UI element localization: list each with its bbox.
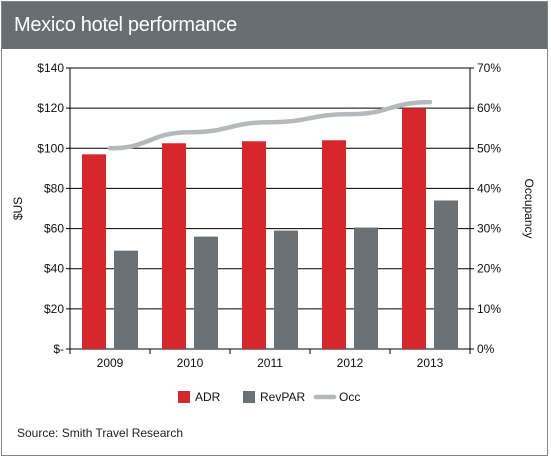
y2-tick-label: 40% bbox=[477, 181, 501, 195]
y2-tick-label: 10% bbox=[477, 302, 501, 316]
bar-adr-2013 bbox=[402, 108, 426, 350]
x-tick-label: 2013 bbox=[417, 356, 444, 370]
bar-revpar-2010 bbox=[194, 236, 218, 349]
source-note: Source: Smith Travel Research bbox=[17, 426, 184, 440]
chart-title: Mexico hotel performance bbox=[14, 14, 237, 36]
y-tick-label: $140 bbox=[37, 61, 64, 75]
x-tick-label: 2010 bbox=[177, 356, 204, 370]
y2-tick-label: 20% bbox=[477, 262, 501, 276]
y2-tick-label: 0% bbox=[477, 342, 495, 356]
y2-tick-label: 30% bbox=[477, 222, 501, 236]
bar-revpar-2013 bbox=[434, 200, 458, 349]
y2-tick-label: 50% bbox=[477, 141, 501, 155]
title-bar: Mexico hotel performance bbox=[2, 2, 547, 49]
bar-adr-2012 bbox=[322, 140, 346, 349]
legend-label-adr: ADR bbox=[195, 390, 221, 404]
x-tick-label: 2009 bbox=[97, 356, 124, 370]
y2-tick-label: 70% bbox=[477, 61, 501, 75]
y-tick-label: $120 bbox=[37, 101, 64, 115]
bar-adr-2010 bbox=[162, 143, 186, 349]
bar-revpar-2011 bbox=[274, 230, 298, 349]
y-axis-title: $US bbox=[11, 197, 25, 220]
y2-tick-label: 60% bbox=[477, 101, 501, 115]
bar-revpar-2012 bbox=[354, 227, 378, 349]
x-tick-label: 2011 bbox=[257, 356, 283, 370]
y-tick-label: $- bbox=[53, 342, 64, 356]
bar-revpar-2009 bbox=[114, 250, 138, 349]
bar-adr-2011 bbox=[242, 141, 266, 349]
y2-axis-title: Occupancy bbox=[522, 178, 536, 238]
y-tick-label: $20 bbox=[44, 302, 64, 316]
legend-label-occ: Occ bbox=[339, 390, 360, 404]
series-line-occ bbox=[107, 99, 433, 151]
legend-label-revpar: RevPAR bbox=[260, 390, 305, 404]
y-tick-label: $60 bbox=[44, 222, 64, 236]
legend-swatch-revpar bbox=[243, 391, 255, 403]
x-tick-label: 2012 bbox=[337, 356, 364, 370]
bar-adr-2009 bbox=[82, 154, 106, 349]
y-tick-label: $40 bbox=[44, 262, 64, 276]
y-tick-label: $80 bbox=[44, 181, 64, 195]
y-tick-label: $100 bbox=[37, 141, 64, 155]
legend-swatch-adr bbox=[178, 391, 190, 403]
